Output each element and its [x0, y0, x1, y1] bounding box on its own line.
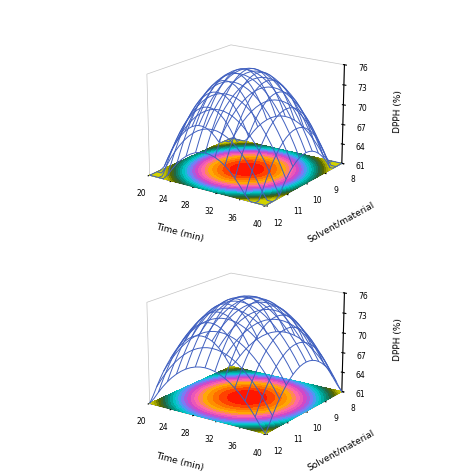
X-axis label: Time (min): Time (min) — [155, 223, 205, 244]
Y-axis label: Solvent/material: Solvent/material — [306, 200, 376, 244]
X-axis label: Time (min): Time (min) — [155, 451, 205, 472]
Y-axis label: Solvent/material: Solvent/material — [306, 428, 376, 472]
